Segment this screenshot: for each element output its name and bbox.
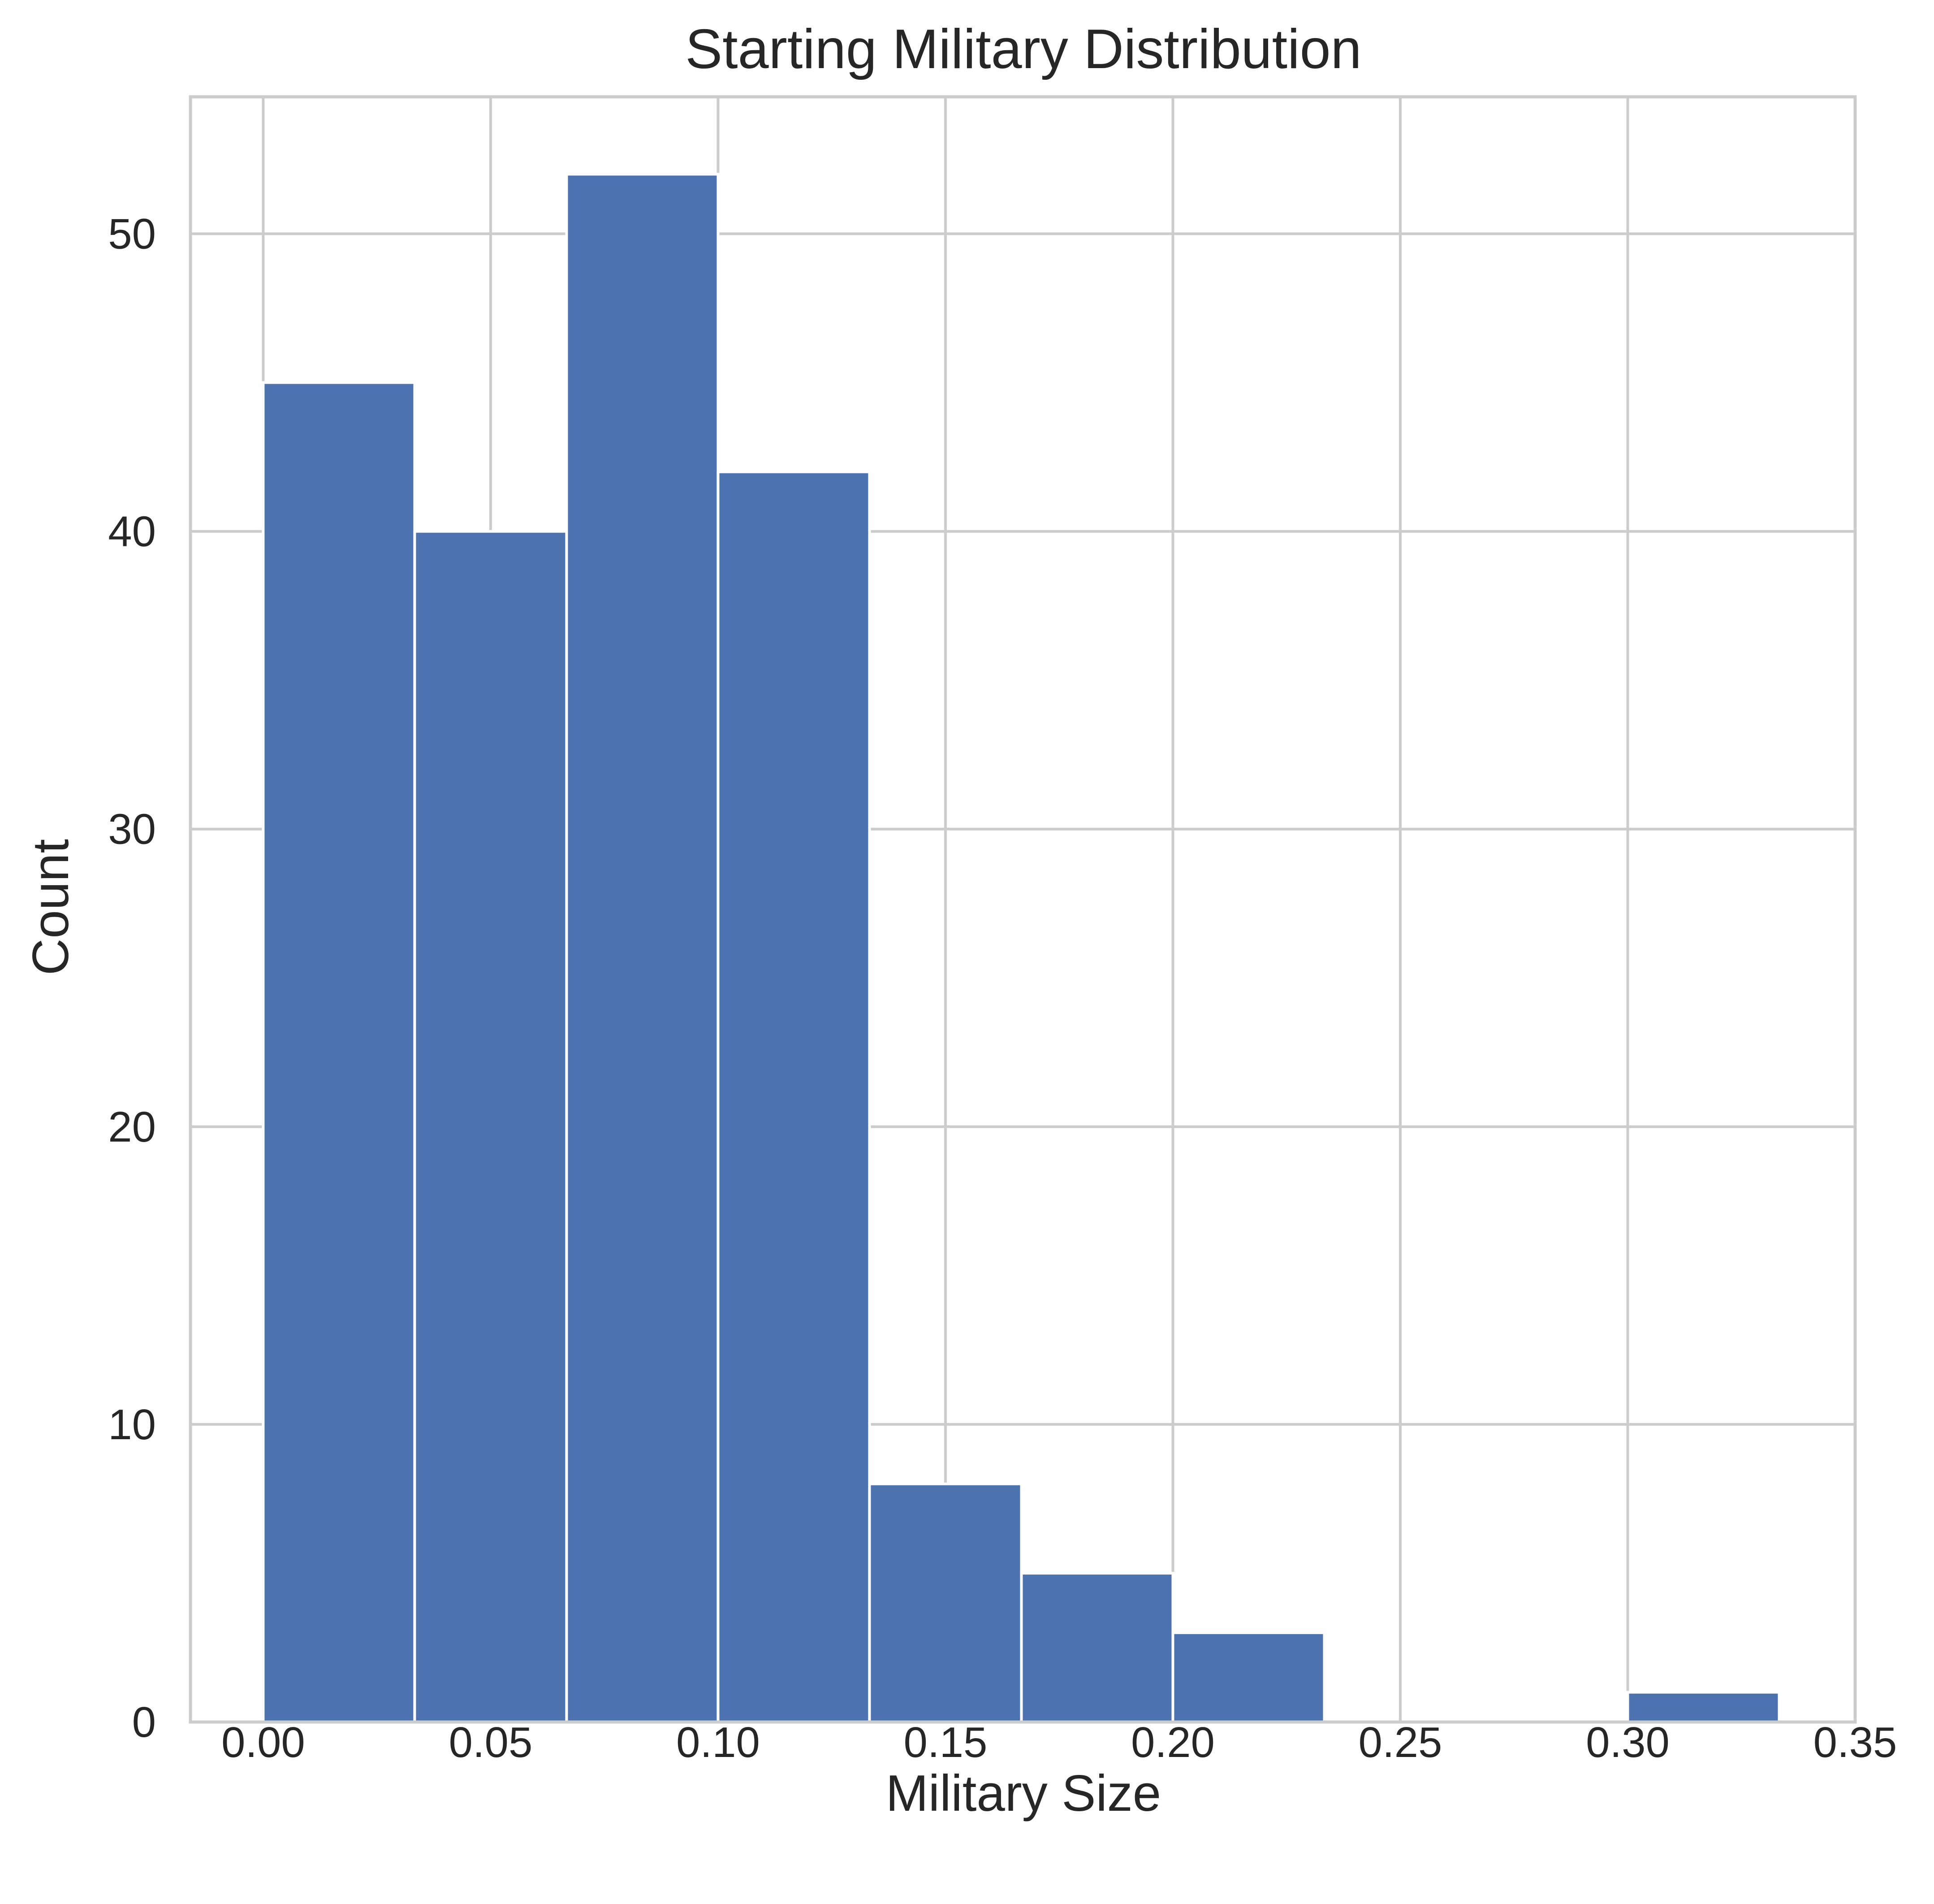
histogram-bar (717, 470, 871, 1723)
y-tick-label: 40 (108, 508, 156, 556)
chart-title: Starting Military Distribution (685, 18, 1361, 80)
y-tick-label: 0 (132, 1698, 156, 1746)
x-tick-label: 0.05 (449, 1718, 532, 1766)
y-tick-label: 50 (108, 210, 156, 258)
y-tick-label: 20 (108, 1103, 156, 1151)
histogram-bar (1020, 1571, 1174, 1723)
y-axis-label: Count (22, 839, 79, 975)
x-axis-label: Military Size (886, 1765, 1161, 1822)
x-tick-label: 0.20 (1131, 1718, 1215, 1766)
x-tick-label: 0.25 (1359, 1718, 1442, 1766)
x-tick-label: 0.00 (221, 1718, 305, 1766)
x-tick-label: 0.15 (904, 1718, 988, 1766)
histogram-bar (1626, 1691, 1781, 1724)
x-tick-label: 0.35 (1813, 1718, 1897, 1766)
histogram-bar (868, 1482, 1023, 1724)
x-tick-label: 0.10 (676, 1718, 760, 1766)
x-tick-label: 0.30 (1586, 1718, 1670, 1766)
histogram-bar (565, 173, 720, 1723)
histogram-bar (1171, 1631, 1326, 1724)
tick-layer: 0.00 0.05 0.10 0.15 0.20 0.25 0.30 0.35 0 10 20 30 4… (108, 210, 1897, 1766)
histogram-bar (262, 381, 416, 1723)
histogram-bar (413, 530, 568, 1723)
y-tick-label: 10 (108, 1401, 156, 1449)
y-tick-label: 30 (108, 805, 156, 853)
bar-layer (262, 173, 1781, 1724)
plot-frame (189, 95, 1857, 1724)
